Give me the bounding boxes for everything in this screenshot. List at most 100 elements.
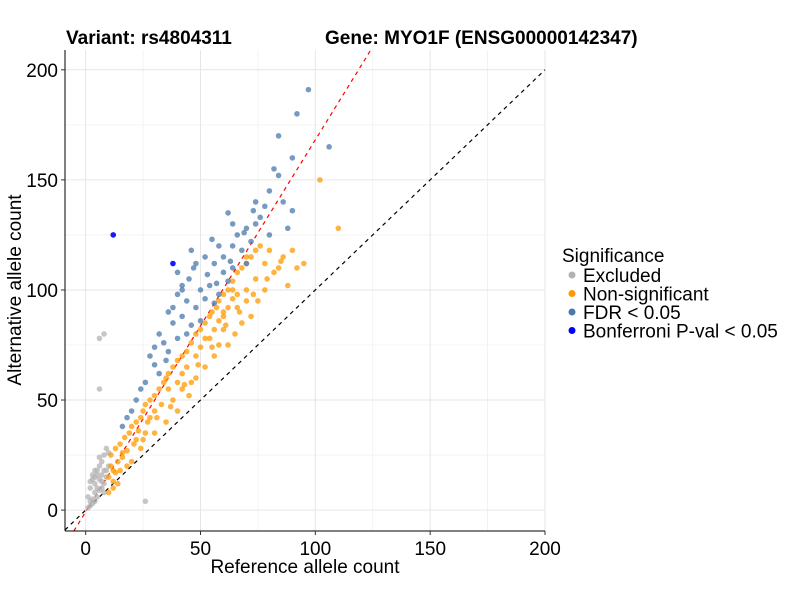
data-point bbox=[179, 313, 185, 320]
data-point bbox=[252, 199, 259, 205]
data-point bbox=[92, 480, 98, 487]
reference-lines bbox=[64, 49, 546, 532]
data-point bbox=[211, 353, 218, 359]
legend-label: Excluded bbox=[583, 266, 661, 287]
data-point bbox=[119, 450, 126, 456]
data-point bbox=[248, 313, 254, 320]
data-point bbox=[119, 423, 126, 430]
data-point bbox=[202, 335, 208, 342]
data-point bbox=[193, 331, 199, 337]
x-tick-label: 150 bbox=[414, 539, 446, 560]
data-point bbox=[179, 370, 185, 377]
data-point bbox=[248, 254, 254, 260]
data-point bbox=[165, 370, 172, 377]
data-point bbox=[202, 254, 208, 260]
data-point bbox=[234, 269, 241, 276]
data-point bbox=[220, 326, 227, 333]
x-tick-label: 200 bbox=[529, 539, 561, 560]
data-point bbox=[124, 463, 130, 469]
data-point bbox=[234, 232, 241, 238]
data-point bbox=[220, 269, 227, 276]
data-point bbox=[195, 361, 202, 368]
data-point bbox=[115, 458, 121, 465]
data-point bbox=[181, 381, 188, 388]
data-point bbox=[188, 339, 195, 346]
data-point bbox=[147, 397, 153, 403]
data-point bbox=[239, 320, 245, 326]
data-point bbox=[202, 295, 208, 302]
data-point bbox=[94, 467, 100, 474]
data-point bbox=[257, 214, 264, 221]
y-tick-label: 0 bbox=[47, 501, 58, 522]
x-axis-title: Reference allele count bbox=[210, 557, 400, 578]
data-point bbox=[147, 414, 153, 421]
data-point bbox=[170, 304, 176, 311]
data-point bbox=[197, 344, 204, 350]
data-point bbox=[101, 489, 107, 496]
data-point bbox=[271, 166, 277, 172]
data-point bbox=[262, 287, 268, 293]
axes bbox=[64, 50, 545, 532]
x-tick-label: 0 bbox=[80, 539, 91, 560]
data-point bbox=[103, 467, 110, 474]
data-point bbox=[160, 379, 167, 386]
data-point bbox=[179, 353, 185, 359]
data-point bbox=[216, 291, 222, 298]
data-point bbox=[92, 474, 98, 480]
data-points bbox=[85, 86, 342, 511]
data-point bbox=[110, 478, 117, 485]
data-point bbox=[156, 386, 162, 392]
data-point bbox=[105, 474, 112, 480]
y-tick-label: 150 bbox=[26, 171, 58, 192]
data-point bbox=[264, 276, 270, 282]
data-point bbox=[252, 276, 259, 282]
data-point bbox=[220, 254, 227, 260]
data-point bbox=[126, 430, 133, 436]
data-point bbox=[193, 353, 199, 359]
data-point bbox=[137, 445, 144, 452]
data-point bbox=[243, 287, 250, 293]
data-point bbox=[234, 304, 241, 311]
data-point bbox=[209, 236, 215, 243]
data-point bbox=[85, 494, 91, 500]
data-point bbox=[174, 335, 181, 342]
data-point bbox=[193, 375, 199, 381]
data-point bbox=[243, 260, 250, 267]
data-point bbox=[243, 254, 250, 260]
data-point bbox=[154, 414, 160, 421]
data-point bbox=[179, 287, 185, 293]
data-point bbox=[96, 463, 103, 469]
data-point bbox=[133, 436, 139, 443]
data-point bbox=[225, 287, 231, 293]
series-fdr-0-05 bbox=[119, 86, 332, 430]
data-point bbox=[101, 331, 107, 337]
data-point bbox=[135, 428, 142, 434]
data-point bbox=[266, 247, 273, 254]
y-tick-label: 200 bbox=[26, 61, 58, 82]
data-point bbox=[275, 265, 282, 271]
data-point bbox=[103, 445, 110, 452]
data-point bbox=[188, 322, 195, 328]
data-point bbox=[225, 278, 231, 284]
data-point bbox=[275, 172, 282, 179]
legend-key-dot bbox=[568, 271, 576, 279]
data-point bbox=[289, 155, 296, 161]
data-point bbox=[151, 344, 158, 350]
data-point bbox=[144, 419, 151, 425]
data-point bbox=[222, 322, 229, 328]
y-tick-label: 50 bbox=[37, 391, 58, 412]
data-point bbox=[101, 452, 107, 458]
data-point bbox=[243, 225, 250, 232]
data-point bbox=[128, 408, 135, 414]
data-point bbox=[266, 188, 273, 194]
data-point bbox=[262, 260, 268, 267]
data-point bbox=[96, 487, 103, 494]
data-point bbox=[220, 313, 227, 320]
y-tick-label: 100 bbox=[26, 281, 58, 302]
data-point bbox=[229, 278, 236, 284]
data-point bbox=[241, 229, 247, 236]
data-point bbox=[186, 392, 192, 399]
data-point bbox=[128, 423, 135, 430]
data-point bbox=[239, 265, 245, 271]
